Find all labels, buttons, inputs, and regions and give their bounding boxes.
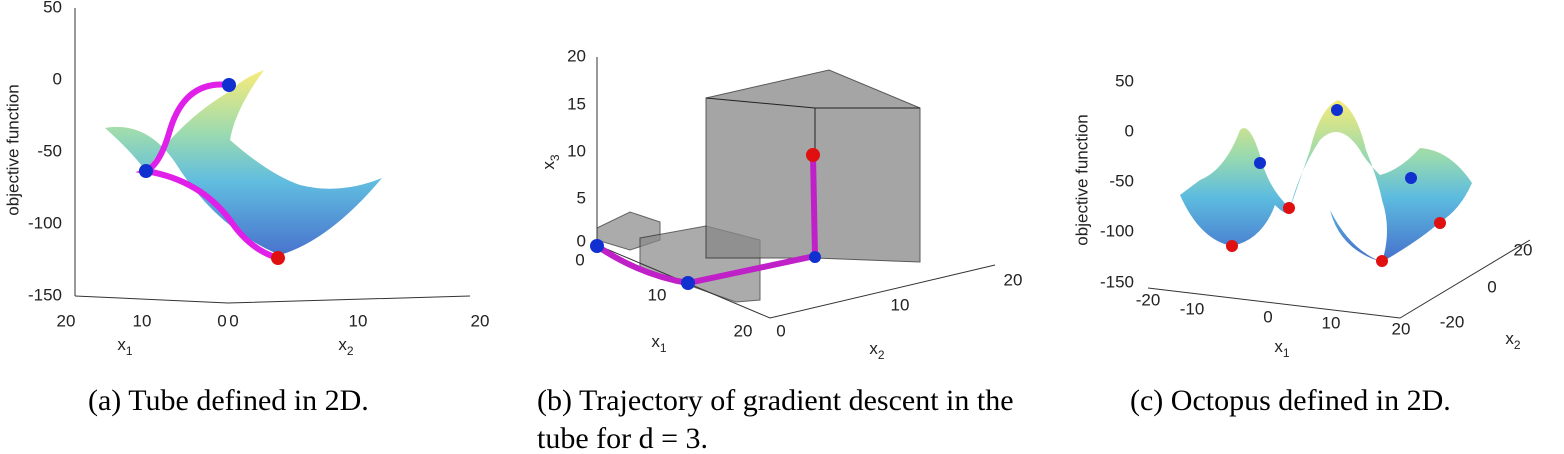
z-tick-label: -50 bbox=[37, 141, 62, 160]
x1-tick-label: 20 bbox=[57, 311, 76, 330]
z-tick-label: 15 bbox=[567, 94, 586, 113]
label-subscript: 1 bbox=[1283, 346, 1290, 360]
x1-tick-label: 10 bbox=[133, 311, 152, 330]
start-point bbox=[590, 239, 604, 253]
z-tick-label: 50 bbox=[1115, 71, 1134, 90]
x2-tick-label: 20 bbox=[471, 311, 490, 330]
saddle-point bbox=[1405, 172, 1417, 184]
x1-tick-label: 10 bbox=[648, 285, 667, 304]
x1-tick-label: -20 bbox=[1136, 290, 1161, 309]
z-tick-label: 0 bbox=[1125, 121, 1134, 140]
z-tick-label: 20 bbox=[567, 46, 586, 65]
minimum-point bbox=[1226, 240, 1238, 252]
label-base: x bbox=[117, 335, 126, 354]
x2-tick-label: 0 bbox=[776, 321, 785, 340]
z-tick-label: 5 bbox=[577, 188, 586, 207]
saddle-point bbox=[1254, 157, 1266, 169]
tube-surface bbox=[105, 70, 382, 255]
z-tick-label: 0 bbox=[53, 69, 62, 88]
x1-tick-label: 0 bbox=[217, 311, 226, 330]
z-tick-label: -100 bbox=[28, 213, 62, 232]
minimum-point bbox=[1434, 217, 1446, 229]
caption: (c) Octopus defined in 2D. bbox=[1130, 384, 1451, 417]
label-base: x bbox=[1274, 337, 1283, 356]
label-base: x bbox=[1505, 329, 1514, 348]
minimum-point bbox=[271, 251, 285, 265]
saddle-point bbox=[681, 276, 695, 290]
z-tick-label: -100 bbox=[1100, 221, 1134, 240]
x2-tick-label: 20 bbox=[1514, 240, 1533, 259]
z-axis-label: objective function bbox=[1072, 114, 1091, 245]
x1-axis-label: x1 bbox=[1274, 337, 1290, 360]
x1-tick-label: 20 bbox=[1392, 319, 1411, 338]
label-subscript: 2 bbox=[1514, 338, 1521, 352]
panel-b-plot bbox=[590, 57, 996, 319]
x2-axis-label: x2 bbox=[869, 339, 885, 362]
label-subscript: 2 bbox=[878, 348, 885, 362]
label-base: x bbox=[869, 339, 878, 358]
caption: (a) Tube defined in 2D. bbox=[88, 384, 369, 417]
z-tick-label: 50 bbox=[43, 0, 62, 16]
label-subscript: 3 bbox=[548, 154, 562, 161]
panel-a-plot bbox=[74, 8, 471, 304]
label-base: x bbox=[651, 332, 660, 351]
saddle-point bbox=[1331, 104, 1343, 116]
x2-tick-label: 10 bbox=[349, 311, 368, 330]
label-base: x bbox=[539, 161, 558, 170]
x1-tick-label: 10 bbox=[1322, 313, 1341, 332]
x2-tick-label: 10 bbox=[891, 295, 910, 314]
z-axis-label: x3 bbox=[539, 154, 562, 170]
minimum-point bbox=[1376, 255, 1388, 267]
x2-tick-label: 0 bbox=[1487, 277, 1496, 296]
label-subscript: 2 bbox=[347, 344, 354, 358]
x1-tick-label: 0 bbox=[1263, 307, 1272, 326]
saddle-point bbox=[809, 251, 821, 263]
label-subscript: 1 bbox=[126, 344, 133, 358]
x1-tick-label: 0 bbox=[575, 250, 584, 269]
x2-axis-label: x2 bbox=[1505, 329, 1521, 352]
saddle-point bbox=[222, 78, 236, 92]
base-axes bbox=[74, 295, 471, 304]
z-tick-label: 10 bbox=[567, 141, 586, 160]
x2-tick-label: 0 bbox=[229, 311, 238, 330]
minimum-point bbox=[1283, 202, 1295, 214]
z-tick-label: -150 bbox=[28, 285, 62, 304]
z-tick-label: -50 bbox=[1109, 171, 1134, 190]
x1-axis-label: x1 bbox=[651, 332, 667, 355]
start-point bbox=[139, 164, 153, 178]
minimum-point bbox=[806, 148, 820, 162]
x2-tick-label: -20 bbox=[1440, 312, 1465, 331]
label-subscript: 1 bbox=[660, 341, 667, 355]
x1-axis-label: x1 bbox=[117, 335, 133, 358]
z-tick-label: 0 bbox=[577, 231, 586, 250]
caption: (b) Trajectory of gradient descent in th… bbox=[537, 384, 1014, 454]
panel-c-plot bbox=[1147, 100, 1531, 319]
x1-tick-label: 20 bbox=[734, 321, 753, 340]
z-tick-label: -150 bbox=[1100, 272, 1134, 291]
octopus-surface bbox=[1180, 100, 1472, 262]
x2-tick-label: 20 bbox=[1004, 270, 1023, 289]
x2-axis-label: x2 bbox=[338, 335, 354, 358]
label-base: x bbox=[338, 335, 347, 354]
x1-tick-label: -10 bbox=[1180, 299, 1205, 318]
base-axes bbox=[1147, 239, 1531, 319]
z-axis-label: objective function bbox=[3, 84, 22, 215]
